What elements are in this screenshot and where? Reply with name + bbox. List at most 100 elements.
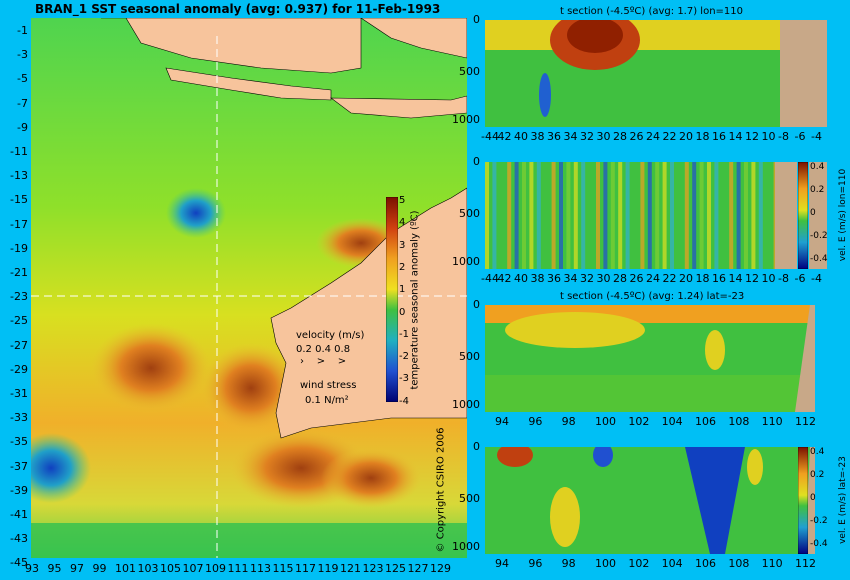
panel-x-tick: 36 (547, 272, 561, 285)
main-colorbar-label: temperature seasonal anomaly (ºC) (409, 210, 421, 390)
lon-tick-label: 99 (92, 562, 107, 575)
velocity-legend-title: velocity (m/s) (296, 330, 365, 341)
panel-colorbar-tick: 0 (810, 208, 816, 218)
panel-x-tick: -8 (778, 130, 789, 143)
panel-y-tick: 1000 (452, 113, 480, 126)
panel-title: t section (-4.5ºC) (avg: 1.24) lat=-23 (560, 291, 745, 302)
panel-x-tick: 94 (495, 415, 509, 428)
panel-colorbar-tick: 0.4 (810, 162, 825, 172)
lon-tick-label: 123 (362, 562, 384, 575)
lat-tick-label: -9 (17, 120, 28, 134)
colorbar-tick-label: -4 (399, 395, 409, 407)
lon-tick-label: 121 (340, 562, 361, 575)
panel-colorbar (798, 162, 808, 269)
lat-tick-label: -45 (10, 556, 28, 570)
panel-x-tick: 30 (596, 130, 611, 143)
lon-tick-label: 129 (430, 562, 451, 575)
panel-x-tick: 104 (661, 415, 683, 428)
colorbar-tick-label: -2 (399, 351, 409, 363)
panel-x-tick: 10 (761, 272, 776, 285)
colorbar-tick-label: 5 (399, 195, 406, 206)
lat-tick-label: -27 (10, 338, 28, 352)
panel-x-tick: -4 (811, 130, 822, 143)
lat-tick-label: -13 (10, 169, 28, 183)
panel-colorbar-tick: 0.4 (810, 447, 825, 457)
colorbar-tick-label: 3 (399, 239, 406, 251)
panel-x-tick: 22 (662, 272, 677, 285)
panel-plot-vel-section-lat (485, 447, 815, 554)
panel-x-tick: 16 (712, 130, 726, 143)
colorbar-tick-label: -1 (399, 328, 409, 340)
panel-x-tick: -44 (481, 130, 499, 143)
panel-x-tick: 100 (595, 557, 616, 570)
panel-x-tick: 98 (561, 415, 576, 428)
panel-x-tick: 106 (695, 415, 716, 428)
lat-tick-label: -33 (10, 411, 28, 425)
panel-colorbar-tick: 0 (810, 493, 816, 503)
lat-tick-label: -23 (10, 290, 28, 304)
panel-x-tick: 12 (745, 272, 759, 285)
panel-colorbar-tick: -0.2 (810, 516, 828, 526)
main-map-title: BRAN_1 SST seasonal anomaly (avg: 0.937)… (35, 2, 441, 16)
panel-x-tick: 18 (695, 272, 710, 285)
panel-x-tick: 40 (514, 130, 528, 143)
panel-y-tick: 1000 (452, 255, 480, 268)
panel-colorbar-tick: -0.4 (810, 539, 828, 549)
wind-stress-title: wind stress (300, 380, 357, 391)
panel-colorbar-label: vel. E (m/s) lat=-23 (838, 456, 848, 544)
panel-x-tick: -4 (811, 272, 822, 285)
panel-colorbar-tick: 0.2 (810, 470, 825, 480)
lon-tick-label: 93 (25, 562, 39, 575)
panel-x-tick: 26 (629, 272, 644, 285)
panel-x-tick: 20 (679, 130, 693, 143)
lat-tick-label: -43 (10, 532, 28, 546)
panel-x-tick: 20 (679, 272, 693, 285)
lon-tick-label: 95 (47, 562, 62, 575)
panel-y-tick: 1000 (452, 540, 480, 553)
panel-x-tick: 16 (712, 272, 726, 285)
lon-tick-label: 119 (317, 562, 339, 575)
panel-x-tick: 14 (728, 130, 743, 143)
panel-x-tick: 18 (695, 130, 710, 143)
lon-tick-label: 103 (137, 562, 159, 575)
wind-stress-value: 0.1 N/m² (305, 395, 349, 406)
panel-plot-vel-section-lon (485, 162, 827, 269)
panel-colorbar-tick: -0.4 (810, 254, 828, 264)
panel-x-tick: 26 (629, 130, 644, 143)
panel-y-tick: 500 (459, 350, 480, 363)
panel-x-tick: 40 (514, 272, 528, 285)
panel-x-tick: 102 (628, 415, 650, 428)
panel-x-tick: 24 (646, 272, 660, 285)
panel-y-tick: 1000 (452, 398, 480, 411)
panel-y-tick: 0 (473, 155, 480, 168)
colorbar-tick-label: 1 (399, 284, 406, 296)
panel-x-tick: 112 (795, 557, 816, 570)
panel-colorbar-tick: -0.2 (810, 231, 828, 241)
panel-x-tick: 100 (595, 415, 616, 428)
panel-title: t section (-4.5ºC) (avg: 1.7) lon=110 (560, 6, 744, 17)
lon-tick-label: 109 (205, 562, 226, 575)
panel-x-tick: 34 (563, 272, 578, 285)
panel-x-tick: 38 (530, 272, 545, 285)
panel-x-tick: 110 (761, 557, 783, 570)
lon-tick-label: 125 (385, 562, 406, 575)
lon-tick-label: 111 (227, 562, 249, 575)
panel-y-tick: 500 (459, 65, 480, 78)
panel-x-tick: 10 (761, 130, 776, 143)
panel-x-tick: 32 (580, 130, 594, 143)
panel-y-tick: 0 (473, 440, 480, 453)
panel-x-tick: 38 (530, 130, 545, 143)
colorbar-tick-label: 2 (399, 261, 406, 273)
lon-tick-label: 107 (182, 562, 204, 575)
panel-colorbar-tick: 0.2 (810, 185, 825, 195)
velocity-legend-arrows: › > > (300, 356, 347, 367)
panel-x-tick: -8 (778, 272, 789, 285)
panel-colorbar (798, 447, 808, 554)
lon-tick-label: 101 (115, 562, 136, 575)
lat-tick-label: -17 (10, 217, 28, 231)
panel-y-tick: 500 (459, 207, 480, 220)
panel-x-tick: 28 (613, 130, 627, 143)
lat-tick-label: -39 (10, 483, 28, 497)
lat-tick-label: -1 (17, 24, 28, 37)
lon-tick-label: 115 (272, 562, 294, 575)
